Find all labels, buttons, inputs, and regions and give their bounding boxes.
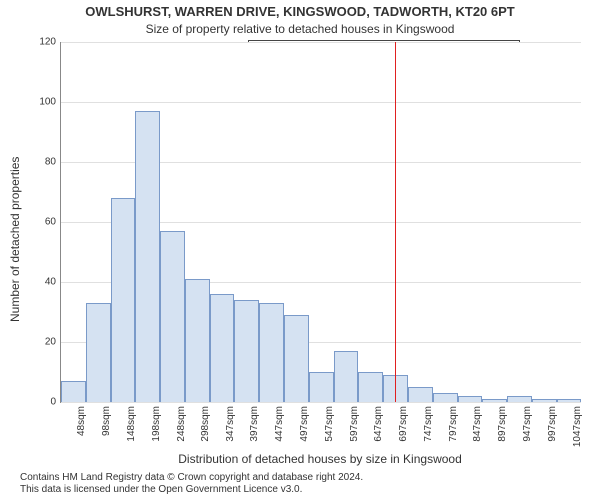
x-tick-label: 397sqm — [249, 406, 260, 442]
y-tick-label: 40 — [45, 277, 56, 288]
x-tick-label: 198sqm — [151, 406, 162, 442]
x-tick-label: 797sqm — [448, 406, 459, 442]
chart-title-main: OWLSHURST, WARREN DRIVE, KINGSWOOD, TADW… — [0, 4, 600, 19]
x-tick-label: 447sqm — [274, 406, 285, 442]
histogram-bar — [482, 399, 507, 402]
histogram-bar — [433, 393, 458, 402]
x-tick-label: 597sqm — [349, 406, 360, 442]
y-axis-label: Number of detached properties — [8, 122, 22, 322]
histogram-bar — [458, 396, 483, 402]
grid-line — [61, 102, 581, 103]
y-tick-label: 120 — [39, 37, 56, 48]
histogram-bar — [358, 372, 383, 402]
histogram-bar — [284, 315, 309, 402]
x-tick-label: 148sqm — [126, 406, 137, 442]
histogram-bar — [185, 279, 210, 402]
x-tick-label: 997sqm — [547, 406, 558, 442]
histogram-bar — [532, 399, 557, 402]
y-tick-label: 80 — [45, 157, 56, 168]
x-tick-label: 647sqm — [373, 406, 384, 442]
y-tick-label: 60 — [45, 217, 56, 228]
histogram-bar — [334, 351, 359, 402]
histogram-bar — [309, 372, 334, 402]
x-tick-label: 248sqm — [176, 406, 187, 442]
x-tick-label: 347sqm — [225, 406, 236, 442]
grid-line — [61, 42, 581, 43]
reference-line — [395, 42, 396, 402]
x-tick-label: 547sqm — [324, 406, 335, 442]
histogram-bar — [111, 198, 136, 402]
footer-line-2: This data is licensed under the Open Gov… — [20, 484, 363, 496]
grid-line — [61, 402, 581, 403]
x-tick-label: 947sqm — [522, 406, 533, 442]
plot-area: 02040608010012048sqm98sqm148sqm198sqm248… — [60, 42, 581, 403]
footer-line-1: Contains HM Land Registry data © Crown c… — [20, 472, 363, 484]
y-tick-label: 100 — [39, 97, 56, 108]
histogram-bar — [86, 303, 111, 402]
histogram-bar — [210, 294, 235, 402]
x-axis-label: Distribution of detached houses by size … — [60, 452, 580, 466]
histogram-bar — [259, 303, 284, 402]
chart-title-sub: Size of property relative to detached ho… — [0, 22, 600, 36]
x-tick-label: 497sqm — [299, 406, 310, 442]
x-tick-label: 1047sqm — [572, 406, 583, 447]
histogram-bar — [61, 381, 86, 402]
license-footer: Contains HM Land Registry data © Crown c… — [20, 472, 363, 496]
x-tick-label: 48sqm — [76, 406, 87, 436]
chart-container: { "title_main": "OWLSHURST, WARREN DRIVE… — [0, 0, 600, 500]
histogram-bar — [135, 111, 160, 402]
y-tick-label: 20 — [45, 337, 56, 348]
histogram-bar — [557, 399, 581, 402]
histogram-bar — [507, 396, 532, 402]
x-tick-label: 697sqm — [398, 406, 409, 442]
x-tick-label: 747sqm — [423, 406, 434, 442]
x-tick-label: 298sqm — [200, 406, 211, 442]
x-tick-label: 98sqm — [101, 406, 112, 436]
histogram-bar — [160, 231, 185, 402]
x-tick-label: 847sqm — [472, 406, 483, 442]
y-tick-label: 0 — [50, 397, 56, 408]
x-tick-label: 897sqm — [497, 406, 508, 442]
histogram-bar — [234, 300, 259, 402]
histogram-bar — [408, 387, 433, 402]
